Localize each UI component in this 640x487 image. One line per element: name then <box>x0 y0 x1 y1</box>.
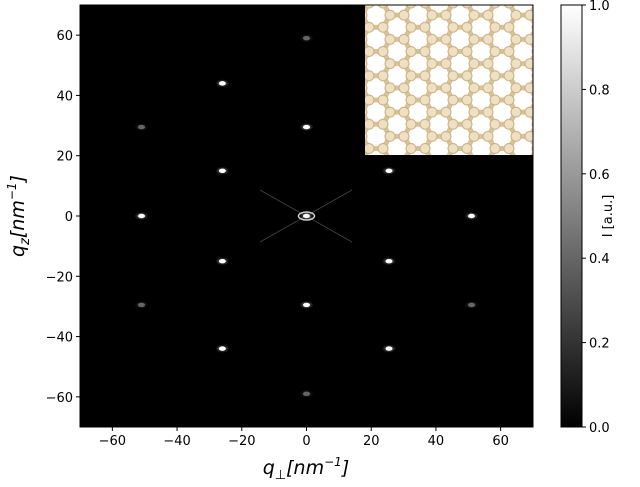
x-tick-label: 60 <box>492 434 509 449</box>
spot <box>137 213 145 219</box>
spot <box>303 35 310 41</box>
spot <box>218 81 226 86</box>
y-tick-label: −20 <box>46 270 73 285</box>
spot <box>385 346 393 351</box>
colorbar-tick-label: 0.0 <box>589 421 610 436</box>
y-axis-label: qz[nm−1] <box>5 175 33 257</box>
colorbar-tick-label: 1.0 <box>589 0 610 14</box>
spot <box>385 259 393 264</box>
y-tick-label: −60 <box>46 391 73 406</box>
y-tick-label: 40 <box>56 89 73 104</box>
spot <box>218 259 226 264</box>
spot <box>137 124 145 130</box>
spot <box>218 346 226 351</box>
colorbar <box>560 4 583 428</box>
colorbar-tick-label: 0.2 <box>589 337 610 352</box>
inset-lattice <box>365 5 533 155</box>
colorbar-tick-label: 0.4 <box>589 252 610 267</box>
colorbar-tick-label: 0.8 <box>589 83 610 98</box>
y-tick-label: −40 <box>46 331 73 346</box>
spot <box>303 124 310 130</box>
spot <box>303 302 310 308</box>
spot <box>218 168 226 173</box>
y-tick-label: 0 <box>65 210 73 225</box>
x-tick-label: −20 <box>228 434 255 449</box>
x-tick-label: 40 <box>428 434 445 449</box>
spot <box>385 168 393 173</box>
y-tick-label: 20 <box>56 150 73 165</box>
x-axis-label: q⊥[nm−1] <box>263 455 349 483</box>
colorbar-tick-label: 0.6 <box>589 168 610 183</box>
x-tick-label: 20 <box>363 434 380 449</box>
x-tick-label: 0 <box>302 434 310 449</box>
x-tick-label: −60 <box>99 434 126 449</box>
spot <box>303 213 310 219</box>
spot <box>468 302 476 308</box>
spot <box>303 391 310 397</box>
colorbar-label: I [a.u.] <box>601 195 616 238</box>
spot <box>137 302 145 308</box>
x-tick-label: −40 <box>163 434 190 449</box>
spot <box>468 213 476 219</box>
y-tick-label: 60 <box>56 29 73 44</box>
